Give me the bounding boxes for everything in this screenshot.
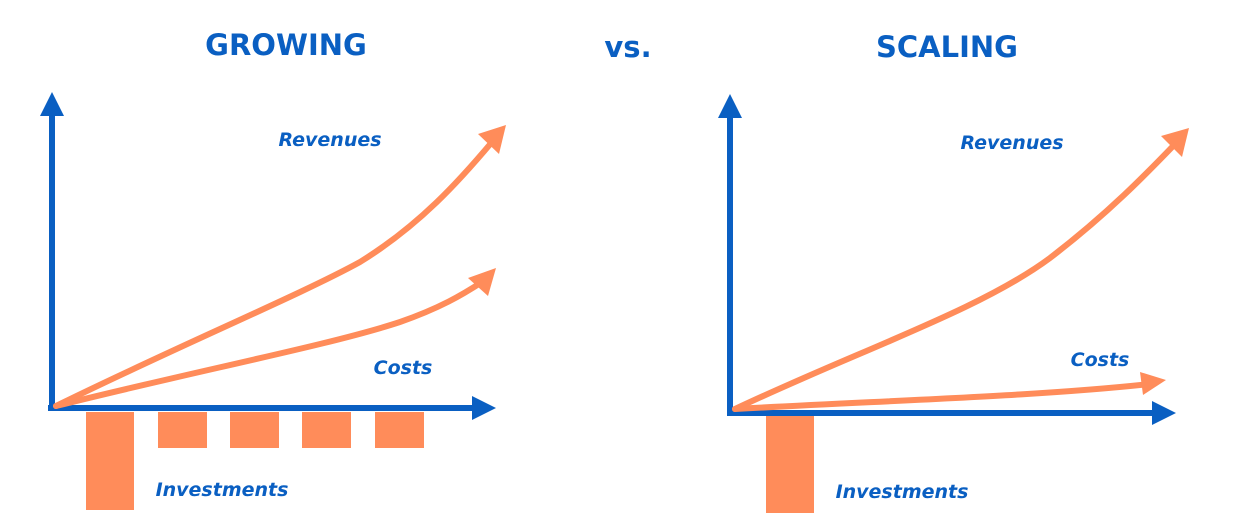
investment-bar: [766, 416, 814, 513]
investment-bar: [86, 412, 134, 510]
costs-curve: [53, 279, 485, 409]
growing-diagram: Revenues Costs Investments: [40, 92, 506, 510]
costs-label: Costs: [1071, 349, 1130, 371]
investment-bar: [158, 412, 207, 448]
revenues-label: Revenues: [960, 132, 1063, 154]
investment-bar: [302, 412, 351, 448]
arrowhead: [718, 94, 742, 118]
arrowhead: [478, 125, 506, 154]
investments-label: Investments: [836, 481, 969, 503]
investments-label: Investments: [156, 479, 289, 501]
arrowhead: [1140, 372, 1166, 395]
arrowhead: [1161, 128, 1189, 157]
scaling-diagram: Revenues Costs Investments: [718, 94, 1189, 513]
revenues-curve: [732, 140, 1179, 412]
right-title: SCALING: [876, 30, 1018, 64]
arrowhead: [1152, 401, 1176, 425]
costs-curve: [732, 381, 1153, 412]
vs-label: vs.: [604, 30, 651, 64]
investment-bar: [375, 412, 424, 448]
arrowhead: [468, 268, 496, 296]
arrowhead: [40, 92, 64, 116]
revenues-label: Revenues: [278, 129, 381, 151]
left-title: GROWING: [205, 28, 367, 62]
investment-bar: [230, 412, 279, 448]
arrowhead: [472, 396, 496, 420]
costs-label: Costs: [374, 357, 433, 379]
revenues-curve: [53, 139, 495, 409]
